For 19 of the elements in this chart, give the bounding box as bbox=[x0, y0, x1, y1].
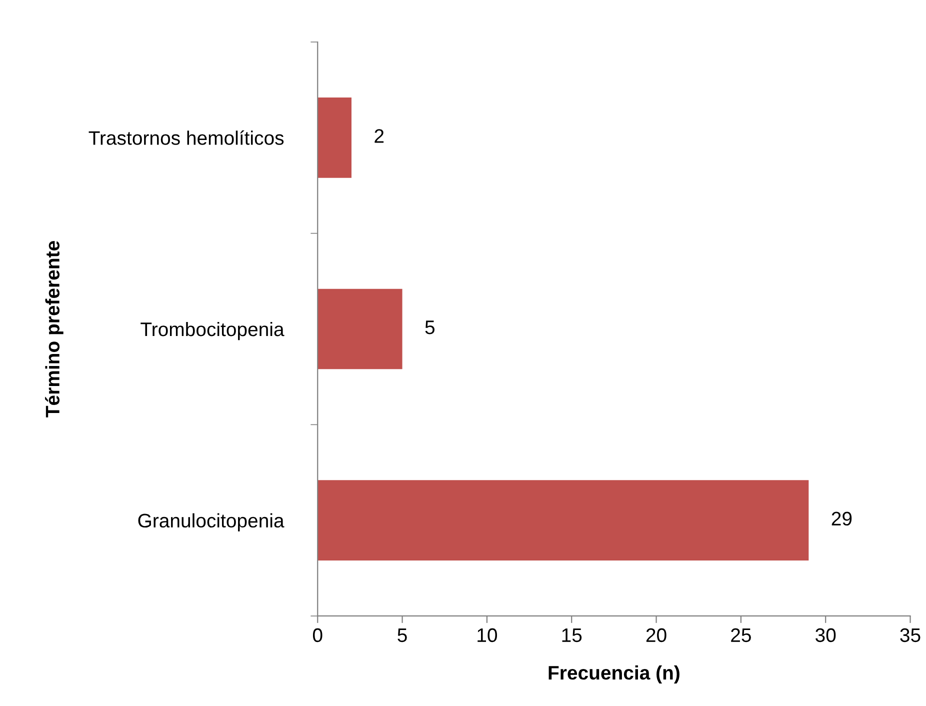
y-tick-label: Trombocitopenia bbox=[140, 322, 284, 340]
x-tick-label: 20 bbox=[646, 628, 666, 642]
data-label: 2 bbox=[374, 129, 384, 143]
x-tick-label: 5 bbox=[398, 628, 407, 642]
data-label: 5 bbox=[425, 320, 434, 334]
bar bbox=[318, 288, 402, 370]
y-tick-label: Trastornos hemolíticos bbox=[88, 130, 284, 145]
x-axis-title: Frecuencia (n) bbox=[548, 665, 680, 684]
data-label: 29 bbox=[832, 512, 852, 526]
bar bbox=[318, 480, 809, 560]
x-tick-label: 15 bbox=[562, 628, 582, 642]
x-tick-label: 25 bbox=[731, 628, 751, 642]
x-tick-label: 35 bbox=[900, 628, 920, 642]
x-tick-label: 0 bbox=[312, 628, 322, 642]
x-tick-label: 30 bbox=[816, 628, 836, 642]
y-tick-label: Granulocitopenia bbox=[138, 513, 284, 532]
y-axis-title: Término preferente bbox=[45, 241, 64, 418]
x-tick-label: 10 bbox=[478, 628, 497, 642]
bar bbox=[318, 97, 352, 178]
